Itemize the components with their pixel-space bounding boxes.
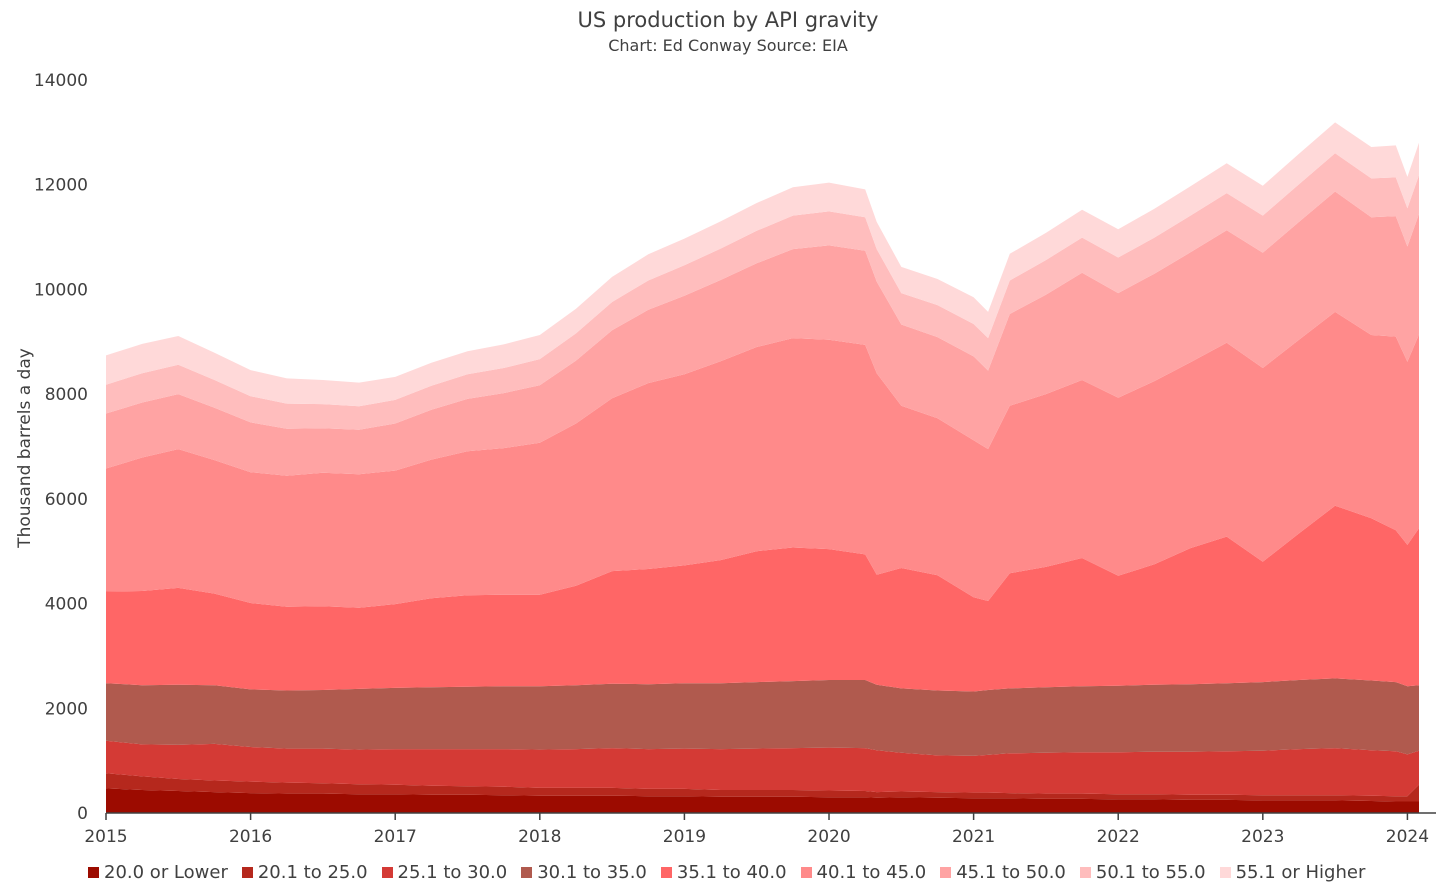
x-tick-label-0: 2015 (84, 827, 127, 847)
y-tick-label-7: 14000 (34, 71, 88, 91)
y-tick-label-4: 8000 (45, 385, 88, 405)
stacked-area-chart: 0 2000 4000 6000 8000 10000 12000 14000 2015 2016… (15, 71, 1436, 847)
area-series-4 (106, 505, 1419, 692)
legend-label-5: 40.1 to 45.0 (816, 862, 927, 883)
legend-swatch-0 (88, 867, 99, 878)
legend-item-5: 40.1 to 45.0 (800, 862, 927, 883)
chart-title: US production by API gravity (577, 8, 879, 32)
legend-item-8: 55.1 or Higher (1219, 862, 1366, 883)
area-series-1 (106, 773, 1419, 802)
y-tick-label-0: 0 (77, 804, 88, 824)
legend-swatch-6 (940, 867, 952, 878)
area-series-2 (106, 740, 1419, 797)
legend-swatch-8 (1219, 867, 1231, 878)
area-layers (106, 122, 1419, 813)
legend-swatch-7 (1079, 867, 1091, 878)
legend-label-3: 30.1 to 35.0 (537, 862, 647, 883)
legend-item-1: 20.1 to 25.0 (241, 862, 368, 883)
legend-label-7: 50.1 to 55.0 (1095, 862, 1206, 883)
legend-item-4: 35.1 to 40.0 (660, 862, 787, 883)
x-tick-label-3: 2018 (518, 827, 561, 847)
legend-swatch-3 (521, 867, 533, 878)
x-tick-label-9: 2024 (1386, 827, 1429, 847)
legend-label-6: 45.1 to 50.0 (956, 862, 1066, 883)
legend: 20.0 or Lower 20.1 to 25.0 25.1 to 30.0 30.… (88, 862, 1379, 883)
x-tick-label-5: 2020 (807, 827, 850, 847)
legend-swatch-2 (381, 867, 393, 878)
axes: 0 2000 4000 6000 8000 10000 12000 14000 2015 2016… (34, 71, 1436, 847)
legend-item-7: 50.1 to 55.0 (1079, 862, 1206, 883)
y-axis-label: Thousand barrels a day (15, 348, 35, 549)
area-series-5 (106, 311, 1419, 608)
y-tick-label-6: 12000 (34, 176, 88, 196)
x-tick-label-4: 2019 (663, 827, 706, 847)
area-series-3 (106, 678, 1419, 756)
legend-item-3: 30.1 to 35.0 (521, 862, 647, 883)
x-tick-label-2: 2017 (374, 827, 417, 847)
x-tick-label-1: 2016 (229, 827, 272, 847)
area-series-6 (106, 191, 1419, 476)
legend-label-8: 55.1 or Higher (1235, 862, 1366, 883)
legend-label-2: 25.1 to 30.0 (397, 862, 508, 883)
legend-label-0: 20.0 or Lower (104, 862, 228, 883)
legend-label-1: 20.1 to 25.0 (257, 862, 368, 883)
y-tick-label-1: 2000 (45, 699, 88, 719)
area-series-0 (106, 788, 1419, 813)
x-tick-label-7: 2022 (1097, 827, 1140, 847)
legend-swatch-4 (660, 867, 672, 878)
chart-subtitle: Chart: Ed Conway Source: EIA (608, 36, 848, 55)
x-tick-label-8: 2023 (1241, 827, 1284, 847)
legend-item-6: 45.1 to 50.0 (940, 862, 1066, 883)
legend-swatch-5 (800, 867, 812, 878)
legend-swatch-1 (241, 867, 253, 878)
area-series-7 (106, 153, 1419, 430)
legend-item-0: 20.0 or Lower (88, 862, 228, 883)
y-tick-label-5: 10000 (34, 280, 88, 300)
x-tick-label-6: 2021 (952, 827, 995, 847)
y-tick-label-2: 4000 (45, 595, 88, 615)
area-series-8 (106, 122, 1419, 407)
legend-label-4: 35.1 to 40.0 (676, 862, 787, 883)
legend-item-2: 25.1 to 30.0 (381, 862, 508, 883)
y-tick-label-3: 6000 (45, 490, 88, 510)
